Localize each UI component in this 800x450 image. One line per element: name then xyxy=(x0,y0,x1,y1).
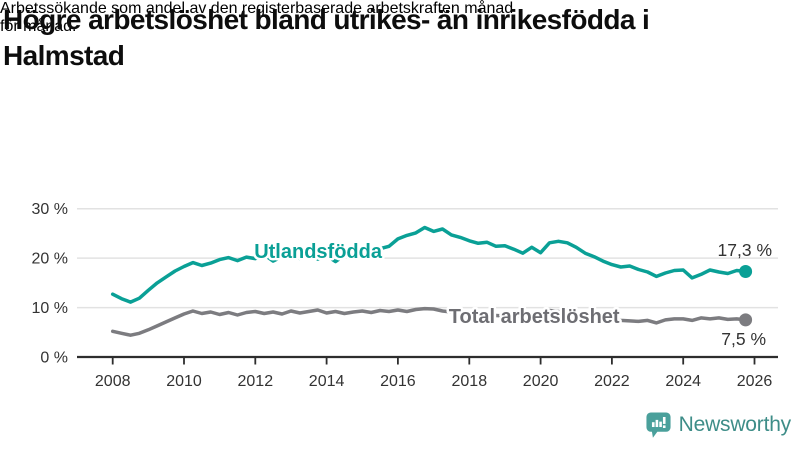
x-tick-label: 2016 xyxy=(380,373,416,390)
logo-exclamation-bar xyxy=(662,416,666,424)
newsworthy-logo-icon xyxy=(646,412,671,438)
x-tick-label: 2024 xyxy=(665,373,701,390)
x-tick-label: 2012 xyxy=(238,373,274,390)
chart-subtitle-line-2: för månad. xyxy=(0,18,77,35)
series-line xyxy=(110,225,748,304)
x-tick-label: 2010 xyxy=(166,373,202,390)
y-tick-label: 10 % xyxy=(32,300,68,317)
x-tick-label: 2014 xyxy=(309,373,345,390)
logo-bar-3 xyxy=(658,421,662,428)
page-title: Högre arbetslöshet bland utrikes- än inr… xyxy=(3,2,798,74)
y-tick-label: 30 % xyxy=(32,201,68,218)
series-end-dot xyxy=(739,313,753,327)
series-end-dot xyxy=(739,265,753,278)
chart-subtitle-line-1: Arbetssökande som andel av den registerb… xyxy=(0,0,514,17)
unemployment-line-chart-canvas: 0 % 10 % 20 % 30 % 2008 2010 2012 2014 2016 2018 2… xyxy=(32,201,778,390)
x-tick-label: 2020 xyxy=(523,373,559,390)
y-tick-label: 0 % xyxy=(40,350,68,367)
brand-wordmark: Newsworthy xyxy=(678,413,792,436)
line-chart: 0 % 10 % 20 % 30 % 2008 2010 2012 2014 2016 2018 2… xyxy=(0,190,800,405)
x-tick-label: 2008 xyxy=(95,373,131,390)
x-tick-label: 2026 xyxy=(737,373,773,390)
logo-exclamation-dot xyxy=(662,425,666,428)
x-tick-label: 2018 xyxy=(452,373,488,390)
series-end-value-label: 17,3 % xyxy=(718,240,772,260)
series-inline-label: Total arbetslöshet xyxy=(449,306,620,328)
series-end-value-label: 7,5 % xyxy=(721,329,766,349)
series-inline-label: Utlandsfödda xyxy=(254,241,383,263)
page-title-line-1: Högre arbetslöshet bland utrikes- än inr… xyxy=(3,4,650,35)
series-line xyxy=(110,306,748,337)
x-tick-label: 2022 xyxy=(594,373,630,390)
footer-branding: Newsworthy xyxy=(645,411,791,439)
logo-bar-2 xyxy=(655,419,658,428)
logo-bar-1 xyxy=(651,422,655,428)
y-tick-label: 20 % xyxy=(32,251,68,268)
page-title-line-2: Halmstad xyxy=(3,40,125,71)
